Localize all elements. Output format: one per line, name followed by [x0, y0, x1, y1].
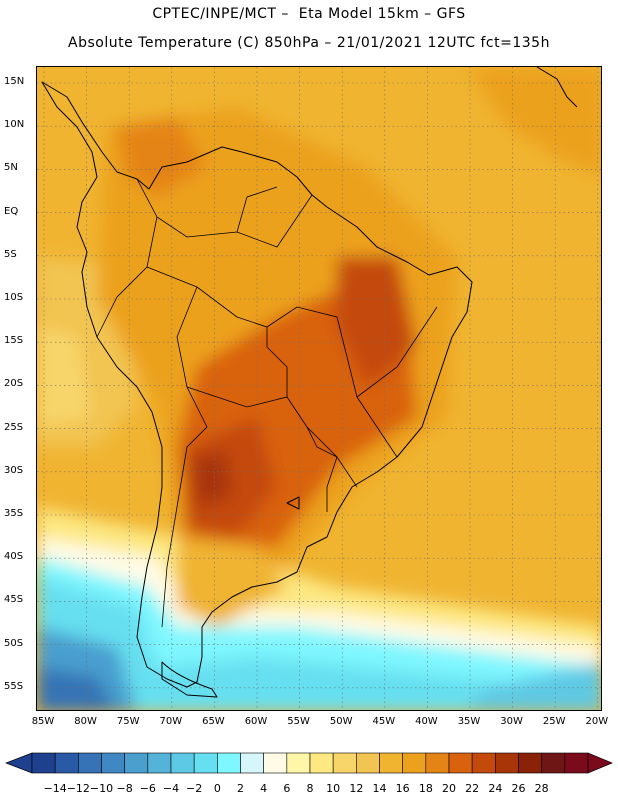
lon-label: 30W	[500, 716, 523, 727]
lat-label: 25S	[4, 421, 24, 433]
colorbar-swatch	[471, 752, 496, 774]
colorbar-label: 6	[283, 782, 291, 795]
colorbar-swatch	[147, 752, 172, 774]
lat-label: EQ	[4, 205, 19, 217]
colorbar-label: 10	[326, 782, 341, 795]
temperature-field	[37, 67, 601, 710]
colorbar-label: 12	[349, 782, 364, 795]
lat-label: 10N	[4, 119, 25, 131]
lon-label: 65W	[202, 716, 225, 727]
lon-label: 80W	[74, 716, 97, 727]
colorbar-label: 8	[306, 782, 314, 795]
colorbar-label: 14	[372, 782, 387, 795]
colorbar-swatch	[54, 752, 79, 774]
colorbar-label: 20	[442, 782, 456, 795]
colorbar-arrow-min	[5, 752, 33, 774]
colorbar-label: −2	[186, 782, 203, 795]
colorbar-swatch	[286, 752, 311, 774]
lon-label: 45W	[372, 716, 396, 727]
colorbar-swatch	[240, 752, 264, 774]
lat-label: 15S	[4, 335, 24, 347]
colorbar-arrow-max	[587, 752, 613, 774]
lon-label: 20W	[585, 716, 609, 727]
colorbar-swatch	[124, 752, 149, 774]
temperature-map	[37, 67, 601, 710]
colorbar	[5, 752, 613, 774]
colorbar-swatch	[31, 752, 56, 774]
colorbar-label: −6	[139, 782, 156, 795]
title-line-1: CPTEC/INPE/MCT – Eta Model 15km – GFS	[152, 6, 466, 22]
lat-label: 35S	[4, 508, 24, 519]
colorbar-label: 18	[418, 782, 433, 795]
colorbar-swatch	[309, 752, 334, 774]
colorbar-label: 4	[260, 782, 268, 795]
colorbar-label: 26	[511, 782, 526, 795]
country-borders	[96, 178, 438, 628]
lon-label: 40W	[415, 716, 438, 727]
lon-label: 70W	[159, 716, 183, 727]
lon-label: 55W	[287, 716, 310, 727]
colorbar-label: −4	[162, 782, 180, 795]
colorbar-label: 24	[488, 782, 503, 795]
colorbar-swatch	[356, 752, 380, 774]
map-panel	[36, 66, 602, 711]
lat-label: 5N	[4, 162, 18, 174]
lon-label: 85W	[31, 716, 55, 727]
colorbar-swatch	[541, 752, 566, 774]
title-line-2: Absolute Temperature (C) 850hPa – 21/01/…	[68, 35, 550, 51]
lat-label: 40S	[4, 551, 24, 563]
lon-label: 50W	[329, 716, 353, 727]
lat-label: 50S	[4, 637, 24, 649]
lat-label: 10S	[4, 292, 24, 303]
lat-label: 45S	[4, 594, 24, 606]
colorbar-swatch	[425, 752, 450, 774]
colorbar-swatch	[495, 752, 519, 774]
colorbar-swatch	[332, 752, 357, 774]
colorbar-label: 16	[395, 782, 410, 795]
lat-label: 30S	[4, 464, 24, 476]
lat-label: 5S	[4, 248, 17, 260]
colorbar-swatch	[518, 752, 542, 774]
colorbar-swatch	[101, 752, 125, 774]
lat-label: 20S	[4, 378, 24, 390]
lon-label: 35W	[457, 716, 481, 727]
colorbar-swatch	[78, 752, 102, 774]
colorbar-label: −8	[116, 782, 133, 795]
colorbar-swatch	[193, 752, 218, 774]
colorbar-swatch	[263, 752, 288, 774]
lat-label: 15N	[4, 76, 25, 87]
colorbar-label: 28	[534, 782, 549, 795]
colorbar-label: −10	[89, 782, 114, 795]
colorbar-label: −14	[43, 782, 67, 795]
coastline	[41, 67, 578, 698]
lon-label: 60W	[244, 716, 268, 727]
colorbar-label: 2	[237, 782, 244, 795]
lon-label: 75W	[116, 716, 140, 727]
lat-label: 55S	[4, 680, 24, 692]
colorbar-swatch	[170, 752, 195, 774]
colorbar-label: −12	[66, 782, 90, 795]
colorbar-swatch	[217, 752, 241, 774]
colorbar-swatch	[448, 752, 473, 774]
colorbar-label: 22	[465, 782, 480, 795]
lon-label: 25W	[542, 716, 566, 727]
colorbar-swatch	[564, 752, 589, 774]
colorbar-swatch	[402, 752, 427, 774]
colorbar-swatch	[379, 752, 403, 774]
colorbar-label: 0	[213, 782, 221, 795]
